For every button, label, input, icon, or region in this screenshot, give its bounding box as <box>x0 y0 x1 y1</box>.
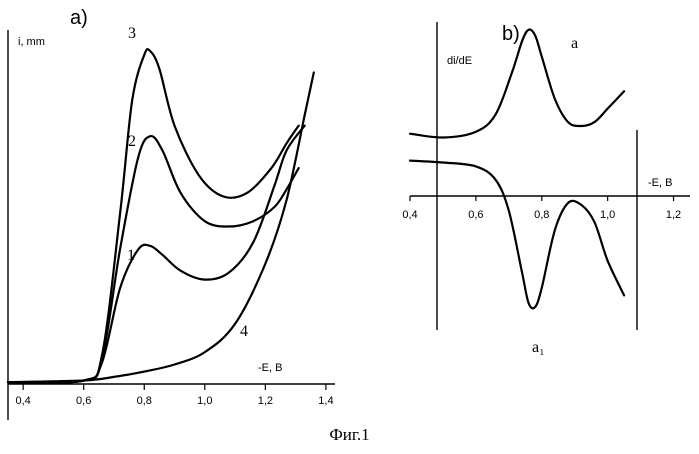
panel-b-label: b) <box>502 23 520 45</box>
series-label-a: a <box>571 35 578 52</box>
figure-caption: Фиг.1 <box>329 425 370 444</box>
a-x-tick-label: 0,4 <box>15 395 30 407</box>
b-x-tick-label: 1,2 <box>666 209 681 221</box>
panel-b-x-ticks: 0,4 0,6 0,8 1,0 1,2 <box>402 196 681 221</box>
series-label-1: 1 <box>127 247 135 264</box>
a-series-line-2 <box>6 134 300 384</box>
a-series-line-3 <box>6 47 300 385</box>
series-label-4: 4 <box>240 323 248 340</box>
series-label-a1: a₁ <box>532 339 545 356</box>
a-series-line-1 <box>6 124 306 384</box>
a-x-tick-label: 0,6 <box>76 395 91 407</box>
b-x-tick-label: 0,8 <box>534 209 549 221</box>
panel-a: a) i, mm -E, B 0,4 0,6 0,8 1,0 1,2 1,4 3 2 1 … <box>6 7 335 420</box>
b-x-tick-label: 1,0 <box>600 209 615 221</box>
b-x-tick-label: 0,4 <box>402 209 417 221</box>
panel-a-x-ticks: 0,4 0,6 0,8 1,0 1,2 1,4 <box>15 384 334 407</box>
panel-a-y-label: i, mm <box>18 36 45 48</box>
b-x-tick-label: 0,6 <box>468 209 483 221</box>
series-label-2: 2 <box>128 133 136 150</box>
a-x-tick-label: 1,4 <box>318 395 333 407</box>
panel-b-y-label: di/dE <box>447 55 472 67</box>
b-series-line-2 <box>408 159 626 310</box>
a-x-tick-label: 0,8 <box>137 395 152 407</box>
a-x-tick-label: 1,0 <box>197 395 212 407</box>
a-x-tick-label: 1,2 <box>258 395 273 407</box>
panel-b-x-label: -E, B <box>648 177 672 189</box>
panel-a-x-label: -E, B <box>258 362 282 374</box>
panel-a-curves <box>6 47 315 385</box>
a-series-line-4 <box>6 71 315 384</box>
panel-b-curves <box>408 28 626 310</box>
panel-b: b) di/dE -E, B 0,4 0,6 0,8 1,0 1,2 a a₁ <box>402 22 690 356</box>
b-series-line-1 <box>408 28 626 139</box>
series-label-3: 3 <box>128 25 136 42</box>
panel-a-label: a) <box>70 7 88 29</box>
